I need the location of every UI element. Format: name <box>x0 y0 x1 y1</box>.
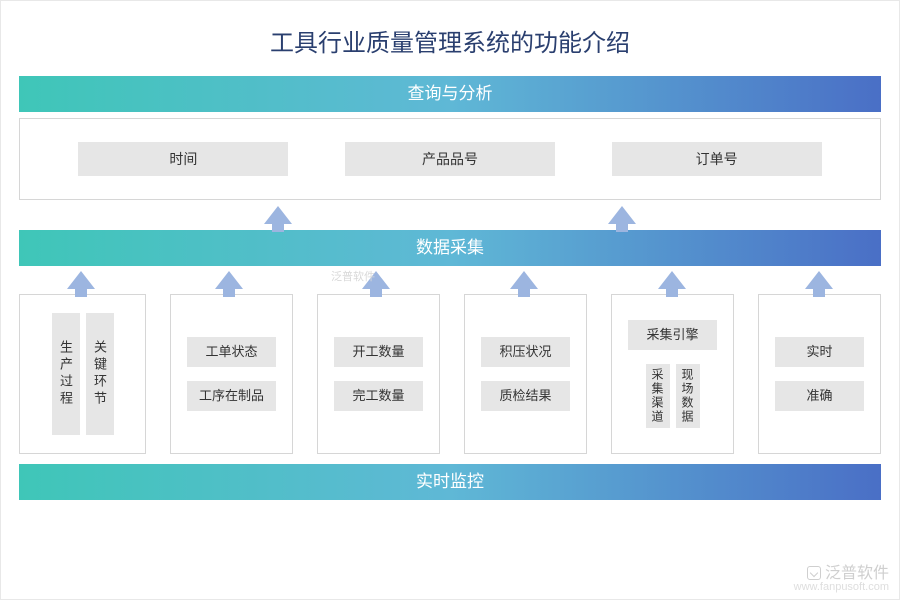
query-field-order: 订单号 <box>612 142 822 176</box>
cell-realtime: 实时 <box>775 337 864 367</box>
watermark-bottom-right: 泛普软件 www.fanpusoft.com <box>794 559 889 593</box>
cell-collect-engine: 采集引擎 <box>628 320 717 350</box>
query-field-product: 产品品号 <box>345 142 555 176</box>
cell-key-link: 关键环节 <box>86 313 114 434</box>
arrow-up-icon <box>805 271 833 289</box>
logo-icon <box>807 566 821 580</box>
arrow-up-icon <box>510 271 538 289</box>
query-panel: 时间 产品品号 订单号 <box>19 118 881 200</box>
cell-accurate: 准确 <box>775 381 864 411</box>
cell-site-data: 现场数据 <box>676 364 700 428</box>
arrow-up-icon <box>264 206 292 224</box>
arrow-up-icon <box>608 206 636 224</box>
cell-finish-qty: 完工数量 <box>334 381 423 411</box>
arrows-collect-to-cards <box>19 266 881 294</box>
cards-row: 生产过程 关键环节 工单状态 工序在制品 开工数量 完工数量 积压状况 质检结果… <box>19 294 881 454</box>
page-title: 工具行业质量管理系统的功能介绍 <box>1 1 899 76</box>
query-field-time: 时间 <box>78 142 288 176</box>
cell-collect-channel: 采集渠道 <box>646 364 670 428</box>
watermark-brand: 泛普软件 <box>825 565 889 582</box>
cell-wip: 工序在制品 <box>187 381 276 411</box>
watermark-url: www.fanpusoft.com <box>794 581 889 593</box>
cell-start-qty: 开工数量 <box>334 337 423 367</box>
card-realtime: 实时 准确 <box>758 294 881 454</box>
arrows-query-to-collect <box>19 200 881 230</box>
card-workorder: 工单状态 工序在制品 <box>170 294 293 454</box>
card-production: 生产过程 关键环节 <box>19 294 146 454</box>
section-bar-query: 查询与分析 <box>19 76 881 112</box>
arrow-up-icon <box>67 271 95 289</box>
card-backlog: 积压状况 质检结果 <box>464 294 587 454</box>
arrow-up-icon <box>362 271 390 289</box>
cell-backlog: 积压状况 <box>481 337 570 367</box>
arrow-up-icon <box>658 271 686 289</box>
arrow-up-icon <box>215 271 243 289</box>
cell-qc-result: 质检结果 <box>481 381 570 411</box>
card-quantity: 开工数量 完工数量 <box>317 294 440 454</box>
section-bar-collect: 数据采集 <box>19 230 881 266</box>
cell-workorder-status: 工单状态 <box>187 337 276 367</box>
cell-production-process: 生产过程 <box>52 313 80 434</box>
card-engine: 采集引擎 采集渠道 现场数据 <box>611 294 734 454</box>
section-bar-monitor: 实时监控 <box>19 464 881 500</box>
